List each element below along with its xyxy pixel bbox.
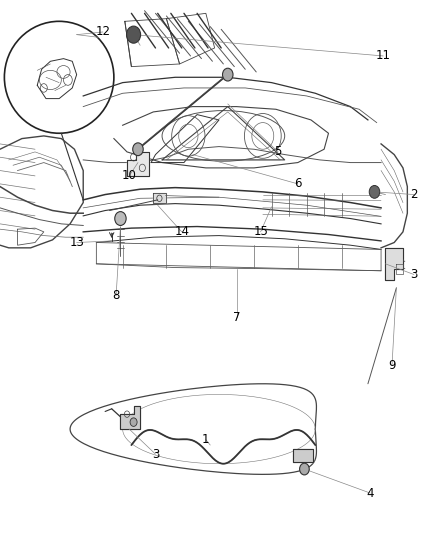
Polygon shape bbox=[127, 152, 149, 176]
Text: 1: 1 bbox=[202, 433, 210, 446]
Text: 6: 6 bbox=[294, 177, 302, 190]
Polygon shape bbox=[153, 193, 166, 203]
Text: 14: 14 bbox=[174, 225, 189, 238]
Text: 15: 15 bbox=[253, 225, 268, 238]
Polygon shape bbox=[385, 248, 403, 280]
Circle shape bbox=[300, 463, 309, 475]
Circle shape bbox=[369, 185, 380, 198]
Text: 7: 7 bbox=[233, 311, 240, 324]
Text: 11: 11 bbox=[376, 50, 391, 62]
Polygon shape bbox=[293, 449, 313, 462]
Text: 9: 9 bbox=[388, 359, 396, 372]
Text: 5: 5 bbox=[275, 146, 282, 158]
Circle shape bbox=[115, 212, 126, 225]
Circle shape bbox=[130, 418, 137, 426]
Text: 8: 8 bbox=[113, 289, 120, 302]
Circle shape bbox=[223, 68, 233, 81]
Circle shape bbox=[127, 26, 141, 43]
Polygon shape bbox=[120, 406, 140, 429]
Circle shape bbox=[133, 143, 143, 156]
Text: 12: 12 bbox=[95, 26, 110, 38]
Text: 13: 13 bbox=[69, 236, 84, 249]
Text: 3: 3 bbox=[152, 448, 159, 461]
Text: 2: 2 bbox=[410, 188, 418, 201]
Text: 4: 4 bbox=[366, 487, 374, 499]
Text: 10: 10 bbox=[122, 169, 137, 182]
Text: 3: 3 bbox=[410, 268, 417, 281]
